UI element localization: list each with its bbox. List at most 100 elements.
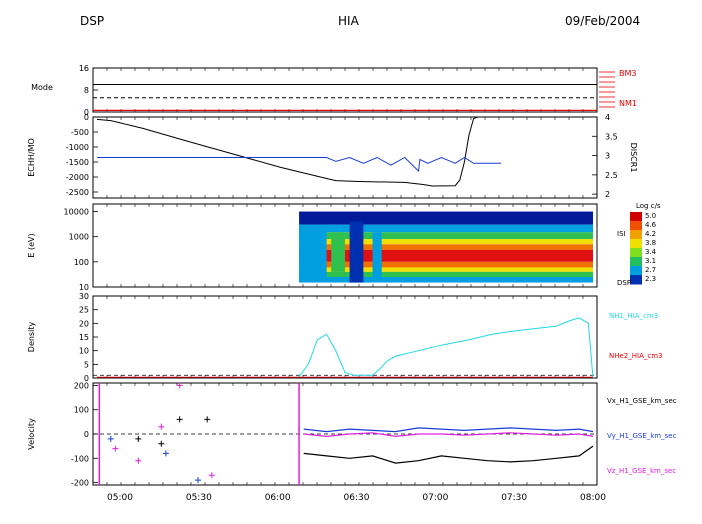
density-frame — [92, 295, 598, 379]
echh-ytick-label: 3 — [605, 152, 610, 161]
colorbar-tick: 5.0 — [645, 212, 656, 220]
echh-ytick-label: 4 — [605, 113, 610, 122]
mode-frame — [92, 67, 598, 113]
x-tick-label: 05:30 — [186, 493, 212, 503]
colorbar-segment — [630, 221, 642, 231]
velocity-point — [135, 435, 142, 442]
x-tick-label: 06:00 — [265, 493, 291, 503]
spectrogram-patch — [349, 221, 364, 283]
velocity-point — [162, 450, 169, 457]
density-series-h1 — [298, 317, 594, 379]
velocity-ytick-label: -100 — [71, 454, 89, 463]
velocity-legend-1: Vy_H1_GSE_km_sec — [607, 432, 677, 440]
spectrogram-band — [299, 211, 593, 225]
velocity-point — [135, 457, 142, 464]
velocity-legend-0: Vx_H1_GSE_km_sec — [607, 397, 677, 405]
density-ytick-label: 5 — [84, 360, 89, 369]
colorbar-segment — [630, 266, 642, 276]
spectrogram-band — [299, 244, 593, 250]
velocity-point — [158, 440, 165, 447]
spectrogram-ytick-label: 1000 — [69, 233, 89, 242]
velocity-ytick-label: 200 — [74, 381, 89, 390]
colorbar-segment — [630, 230, 642, 240]
mode-ytick-label: 8 — [84, 86, 89, 95]
velocity-series-0 — [303, 445, 594, 464]
spectrogram-band — [299, 232, 593, 240]
spectrogram-band — [299, 276, 593, 283]
colorbar-tick: 3.8 — [645, 239, 656, 247]
spectrogram-patch — [299, 224, 327, 280]
mode-ylabel: Mode — [31, 83, 53, 92]
velocity-ytick-label: -200 — [71, 479, 89, 488]
density-ytick-label: 25 — [79, 306, 89, 315]
header-right: 09/Feb/2004 — [565, 14, 641, 28]
echh-series-blue — [97, 156, 502, 173]
velocity-point — [107, 435, 114, 442]
colorbar-tick: 4.2 — [645, 230, 656, 238]
velocity-point — [176, 382, 183, 389]
echh-ytick-label: -2500 — [66, 188, 89, 197]
density-ytick-label: 10 — [79, 347, 89, 356]
mode-ytick-label: 0 — [84, 108, 89, 117]
spectrogram-label-dsp: DSP — [617, 279, 631, 287]
velocity-point — [195, 477, 202, 484]
spectrogram-band — [299, 239, 593, 245]
colorbar-tick: 2.7 — [645, 266, 656, 274]
spectrogram-band — [299, 224, 593, 233]
density-ytick-label: 0 — [84, 374, 89, 383]
x-tick-label: 08:00 — [580, 493, 606, 503]
velocity-ytick-label: 100 — [74, 406, 89, 415]
spectrogram-patch — [331, 232, 345, 272]
colorbar-segment — [630, 212, 642, 222]
spectrogram-band — [299, 271, 593, 277]
spectrogram-ylabel: E (eV) — [27, 233, 36, 257]
spectrogram-ytick-label: 10 — [79, 283, 89, 292]
velocity-point — [112, 445, 119, 452]
x-tick-label: 07:30 — [501, 493, 527, 503]
colorbar-tick: 3.4 — [645, 248, 657, 256]
velocity-point — [176, 416, 183, 423]
spectrogram-patch — [372, 232, 382, 277]
density-ytick-label: 20 — [79, 319, 89, 328]
spectrogram-ytick-label: 100 — [74, 258, 89, 267]
colorbar-segment — [630, 239, 642, 249]
echh-ytick-label: -1500 — [66, 158, 89, 167]
echh-ytick-label: -500 — [71, 128, 89, 137]
velocity-series-2 — [303, 432, 594, 438]
colorbar-tick: 3.1 — [645, 257, 656, 265]
spectrogram-band — [299, 267, 593, 272]
mode-ytick-label: 16 — [79, 64, 89, 73]
density-ytick-label: 15 — [79, 333, 89, 342]
density-legend-h1: NH1_HIA_cm3 — [609, 312, 658, 320]
echh-ytick-label: 2.5 — [605, 171, 618, 180]
x-tick-label: 05:00 — [107, 493, 133, 503]
colorbar-tick: 4.6 — [645, 221, 657, 229]
colorbar-segment — [630, 257, 642, 267]
x-tick-label: 07:00 — [422, 493, 448, 503]
spectrogram-band — [299, 261, 593, 268]
echh-ytick-label: 3.5 — [605, 132, 618, 141]
density-legend-he2: NHe2_HIA_cm3 — [609, 352, 663, 360]
velocity-series-1 — [303, 427, 594, 433]
velocity-ylabel: Velocity — [27, 418, 36, 450]
echh-series-black — [96, 116, 479, 187]
header-left: DSP — [80, 14, 105, 28]
x-tick-label: 06:30 — [344, 493, 370, 503]
colorbar-segment — [630, 275, 642, 285]
spectrogram-ytick-label: 10000 — [64, 208, 89, 217]
echh-ytick-label: 2 — [605, 190, 610, 199]
velocity-legend-2: Vz_H1_GSE_km_sec — [607, 467, 676, 475]
velocity-point — [158, 423, 165, 430]
echh-ytick-label: 0 — [84, 113, 89, 122]
mode-label-nm1: NM1 — [619, 99, 637, 108]
echh-ytick-label: -1000 — [66, 143, 89, 152]
colorbar-title: Log c/s — [636, 202, 661, 210]
density-ytick-label: 30 — [79, 292, 89, 301]
velocity-ytick-label: 0 — [84, 430, 89, 439]
velocity-point — [204, 416, 211, 423]
colorbar-segment — [630, 248, 642, 258]
colorbar-tick: 2.3 — [645, 275, 656, 283]
header-center: HIA — [338, 14, 359, 28]
echh-ylabel-right: DISCR1 — [629, 143, 638, 173]
